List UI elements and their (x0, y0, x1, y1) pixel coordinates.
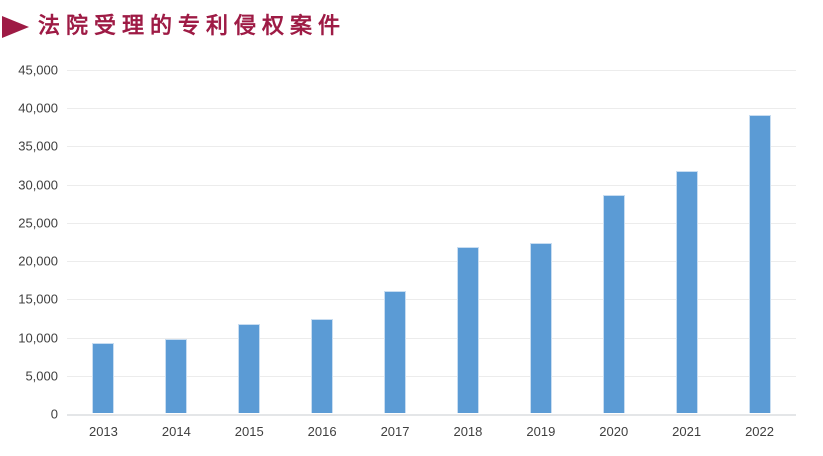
chart-plot-area (67, 70, 796, 416)
bar-2015 (238, 324, 261, 413)
y-axis-tick-label: 35,000 (18, 138, 58, 154)
y-axis-tick-label: 10,000 (18, 330, 58, 346)
bar-2021 (675, 171, 698, 413)
y-axis-tick-label: 15,000 (18, 291, 58, 307)
x-axis-tick-label: 2020 (599, 424, 629, 439)
gridline (67, 337, 796, 339)
x-axis-tick-label: 2021 (672, 424, 702, 439)
y-axis-tick-label: 0 (50, 406, 58, 422)
x-axis-tick-label: 2022 (745, 424, 774, 439)
bar-2020 (602, 194, 625, 413)
bar-2016 (311, 318, 334, 413)
y-axis-tick-label: 20,000 (18, 253, 58, 269)
gridline (67, 108, 796, 110)
gridline (67, 146, 796, 148)
gridline (67, 375, 796, 377)
bar-2013 (92, 342, 115, 413)
page-title: 法院受理的专利侵权案件 (38, 13, 347, 38)
bar-2017 (384, 290, 407, 413)
gridline (67, 261, 796, 263)
gridline (67, 222, 796, 224)
y-axis-tick-label: 5,000 (25, 368, 58, 384)
x-axis-tick-label: 2014 (161, 424, 191, 439)
right-triangle-icon (2, 16, 29, 38)
y-axis-tick-label: 25,000 (18, 215, 58, 231)
bar-2014 (165, 339, 188, 413)
bar-2022 (748, 115, 771, 413)
gridline (67, 299, 796, 301)
x-axis-tick-label: 2017 (380, 424, 410, 439)
x-axis-line (67, 414, 796, 416)
gridline (67, 70, 796, 71)
x-axis-tick-label: 2016 (307, 424, 337, 439)
y-axis-tick-label: 30,000 (18, 177, 58, 193)
bar-2019 (529, 242, 552, 413)
y-axis-tick-label: 40,000 (18, 100, 58, 116)
bar-2018 (456, 247, 479, 413)
gridline (67, 184, 796, 186)
x-axis-tick-label: 2015 (234, 424, 264, 439)
x-axis-tick-label: 2013 (88, 424, 118, 439)
y-axis-tick-label: 45,000 (18, 62, 58, 78)
x-axis-tick-label: 2018 (453, 424, 483, 439)
x-axis-tick-label: 2019 (526, 424, 556, 439)
